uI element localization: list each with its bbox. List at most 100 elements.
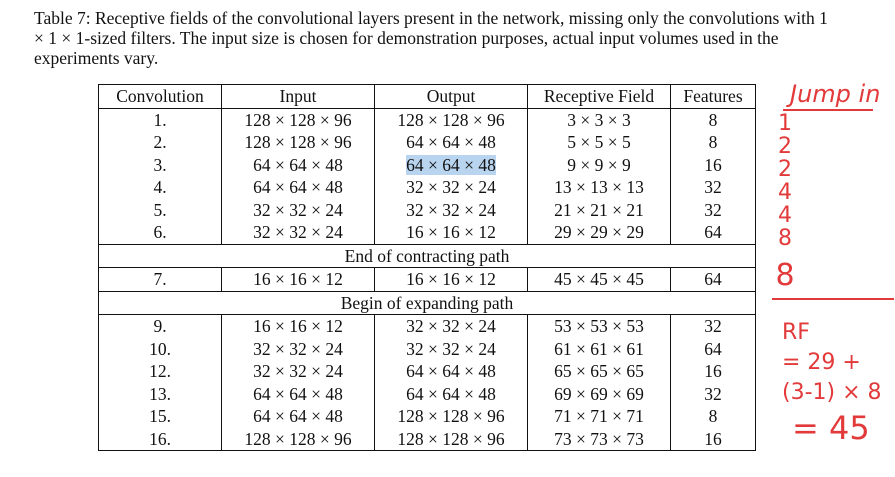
section-row: Begin of expanding path	[98, 290, 756, 315]
cell-receptive-field: 61 × 61 × 61	[527, 337, 671, 360]
end-contracting-label: End of contracting path	[98, 243, 756, 268]
cell-convolution: 13.	[98, 382, 222, 405]
cell-output: 128 × 128 × 96	[374, 427, 528, 451]
header-row: Convolution Input Output Receptive Field…	[98, 84, 756, 109]
cell-input: 64 × 64 × 48	[221, 153, 375, 176]
cell-output: 32 × 32 × 24	[374, 198, 528, 221]
cell-convolution: 12.	[98, 360, 222, 383]
rf-calc-line: RF	[782, 320, 810, 345]
cell-features: 32	[670, 314, 756, 338]
cell-input: 32 × 32 × 24	[221, 337, 375, 360]
jump-value: 4	[778, 180, 792, 205]
table-row: 9. 16 × 16 × 12 32 × 32 × 24 53 × 53 × 5…	[98, 314, 756, 338]
cell-features: 64	[670, 337, 756, 360]
cell-features: 32	[670, 198, 756, 221]
cell-output: 32 × 32 × 24	[374, 337, 528, 360]
table-row: 13. 64 × 64 × 48 64 × 64 × 48 69 × 69 × …	[98, 382, 756, 405]
table-row: 12. 32 × 32 × 24 64 × 64 × 48 65 × 65 × …	[98, 360, 756, 383]
table-row: 16. 128 × 128 × 96 128 × 128 × 96 73 × 7…	[98, 427, 756, 451]
header-features: Features	[670, 84, 756, 109]
table-row: 3. 64 × 64 × 48 64 × 64 × 48 9 × 9 × 9 1…	[98, 153, 756, 176]
cell-receptive-field: 13 × 13 × 13	[527, 176, 671, 199]
cell-receptive-field: 53 × 53 × 53	[527, 314, 671, 338]
cell-features: 16	[670, 360, 756, 383]
cell-convolution: 16.	[98, 427, 222, 451]
header-receptive-field: Receptive Field	[527, 84, 671, 109]
cell-input: 128 × 128 × 96	[221, 108, 375, 131]
jump-value: 2	[778, 134, 792, 159]
jump-value: 8	[778, 226, 792, 251]
cell-convolution: 3.	[98, 153, 222, 176]
annotation-underline	[783, 109, 873, 111]
cell-output: 16 × 16 × 12	[374, 267, 528, 291]
jump-value: 4	[778, 203, 792, 228]
cell-convolution: 15.	[98, 405, 222, 428]
jump-in-annotation: Jump in	[790, 80, 881, 108]
header-convolution: Convolution	[98, 84, 222, 109]
cell-convolution: 5.	[98, 198, 222, 221]
cell-features: 8	[670, 405, 756, 428]
cell-receptive-field: 3 × 3 × 3	[527, 108, 671, 131]
cell-output: 64 × 64 × 48	[374, 131, 528, 154]
cell-features: 32	[670, 176, 756, 199]
cell-output: 32 × 32 × 24	[374, 314, 528, 338]
cell-receptive-field: 45 × 45 × 45	[527, 267, 671, 291]
cell-receptive-field: 69 × 69 × 69	[527, 382, 671, 405]
annotation-underline	[772, 298, 894, 300]
table-row: 15. 64 × 64 × 48 128 × 128 × 96 71 × 71 …	[98, 405, 756, 428]
jump-value: 1	[778, 111, 792, 136]
cell-receptive-field: 5 × 5 × 5	[527, 131, 671, 154]
cell-output-highlighted[interactable]: 64 × 64 × 48	[374, 153, 528, 176]
cell-features: 64	[670, 221, 756, 244]
jump-value: 8	[775, 258, 795, 293]
cell-features: 16	[670, 153, 756, 176]
cell-convolution: 2.	[98, 131, 222, 154]
cell-input: 32 × 32 × 24	[221, 198, 375, 221]
begin-expanding-label: Begin of expanding path	[98, 290, 756, 315]
jump-value: 2	[778, 157, 792, 182]
cell-features: 8	[670, 131, 756, 154]
cell-receptive-field: 9 × 9 × 9	[527, 153, 671, 176]
cell-output: 16 × 16 × 12	[374, 221, 528, 244]
header-input: Input	[221, 84, 375, 109]
cell-output: 64 × 64 × 48	[374, 382, 528, 405]
cell-output: 64 × 64 × 48	[374, 360, 528, 383]
table-row: 2. 128 × 128 × 96 64 × 64 × 48 5 × 5 × 5…	[98, 131, 756, 154]
cell-receptive-field: 73 × 73 × 73	[527, 427, 671, 451]
table-row: 6. 32 × 32 × 24 16 × 16 × 12 29 × 29 × 2…	[98, 221, 756, 244]
rf-calc-line: (3-1) × 8	[782, 380, 882, 405]
cell-input: 16 × 16 × 12	[221, 267, 375, 291]
cell-features: 64	[670, 267, 756, 291]
rf-calc-result: = 45	[792, 409, 870, 447]
cell-features: 32	[670, 382, 756, 405]
cell-receptive-field: 29 × 29 × 29	[527, 221, 671, 244]
cell-convolution: 4.	[98, 176, 222, 199]
jump-values-annotation: 1 2 2 4 4 8 8	[770, 113, 800, 291]
cell-input: 64 × 64 × 48	[221, 382, 375, 405]
table-caption: Table 7: Receptive fields of the convolu…	[34, 8, 828, 68]
cell-receptive-field: 71 × 71 × 71	[527, 405, 671, 428]
cell-input: 64 × 64 × 48	[221, 176, 375, 199]
rf-calc-line: = 29 +	[782, 350, 861, 375]
rf-calculation-annotation: RF = 29 + (3-1) × 8 = 45	[782, 318, 882, 448]
header-output: Output	[374, 84, 528, 109]
cell-convolution: 9.	[98, 314, 222, 338]
cell-convolution: 1.	[98, 108, 222, 131]
cell-features: 8	[670, 108, 756, 131]
table-row: 4. 64 × 64 × 48 32 × 32 × 24 13 × 13 × 1…	[98, 176, 756, 199]
cell-input: 32 × 32 × 24	[221, 360, 375, 383]
receptive-field-table: Convolution Input Output Receptive Field…	[98, 84, 756, 451]
highlighted-text[interactable]: 64 × 64 × 48	[406, 154, 496, 175]
table-row: 1. 128 × 128 × 96 128 × 128 × 96 3 × 3 ×…	[98, 108, 756, 131]
cell-input: 128 × 128 × 96	[221, 427, 375, 451]
table-row: 7. 16 × 16 × 12 16 × 16 × 12 45 × 45 × 4…	[98, 267, 756, 291]
section-row: End of contracting path	[98, 243, 756, 268]
cell-output: 128 × 128 × 96	[374, 405, 528, 428]
cell-convolution: 10.	[98, 337, 222, 360]
table-row: 5. 32 × 32 × 24 32 × 32 × 24 21 × 21 × 2…	[98, 198, 756, 221]
cell-input: 64 × 64 × 48	[221, 405, 375, 428]
cell-output: 128 × 128 × 96	[374, 108, 528, 131]
cell-convolution: 7.	[98, 267, 222, 291]
table-row: 10. 32 × 32 × 24 32 × 32 × 24 61 × 61 × …	[98, 337, 756, 360]
cell-output: 32 × 32 × 24	[374, 176, 528, 199]
